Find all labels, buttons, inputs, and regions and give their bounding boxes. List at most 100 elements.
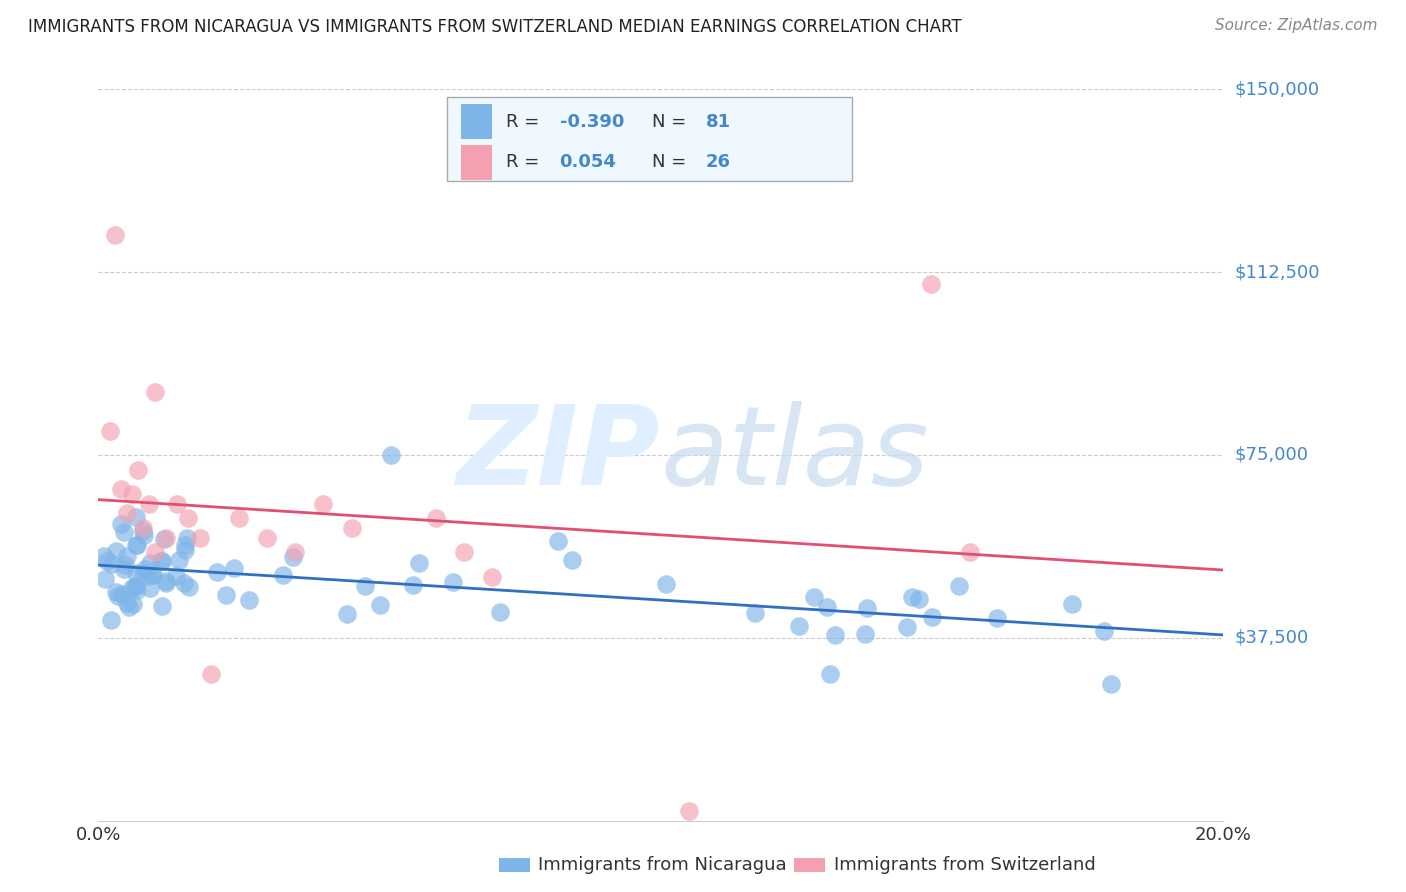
- Point: [561, 553, 583, 567]
- Point: [166, 497, 188, 511]
- Point: [224, 560, 246, 574]
- Text: 0.054: 0.054: [560, 153, 616, 171]
- Point: [215, 588, 238, 602]
- Point: [155, 531, 177, 545]
- Point: [153, 532, 176, 546]
- Point: [380, 448, 402, 462]
- Point: [104, 585, 127, 599]
- Point: [110, 516, 132, 531]
- Point: [824, 627, 846, 641]
- Point: [134, 528, 156, 542]
- Point: [124, 538, 146, 552]
- Point: [118, 599, 141, 614]
- Point: [789, 619, 811, 633]
- Point: [818, 667, 841, 681]
- FancyBboxPatch shape: [447, 96, 852, 180]
- Point: [803, 591, 825, 605]
- Point: [107, 589, 129, 603]
- Point: [815, 599, 838, 614]
- Point: [853, 627, 876, 641]
- Point: [256, 531, 278, 545]
- Bar: [461, 104, 492, 139]
- Point: [132, 521, 155, 535]
- Point: [152, 599, 174, 613]
- Point: [547, 533, 569, 548]
- Point: [155, 574, 177, 588]
- Point: [138, 581, 160, 595]
- Point: [94, 573, 117, 587]
- Point: [408, 556, 430, 570]
- Point: [921, 610, 943, 624]
- Text: IMMIGRANTS FROM NICARAGUA VS IMMIGRANTS FROM SWITZERLAND MEDIAN EARNINGS CORRELA: IMMIGRANTS FROM NICARAGUA VS IMMIGRANTS …: [28, 18, 962, 36]
- Point: [155, 575, 177, 590]
- Point: [174, 538, 197, 552]
- Text: N =: N =: [652, 153, 692, 171]
- Point: [1062, 598, 1084, 612]
- Point: [678, 804, 700, 818]
- Point: [111, 587, 134, 601]
- Point: [177, 580, 200, 594]
- Point: [986, 610, 1008, 624]
- Point: [121, 487, 143, 501]
- Point: [901, 590, 924, 604]
- Point: [948, 579, 970, 593]
- Text: 26: 26: [706, 153, 731, 171]
- Point: [143, 545, 166, 559]
- Point: [176, 531, 198, 545]
- Point: [115, 549, 138, 564]
- Point: [112, 561, 135, 575]
- Bar: [461, 145, 492, 179]
- Point: [101, 557, 124, 571]
- Point: [655, 577, 678, 591]
- Point: [920, 277, 942, 292]
- Point: [896, 620, 918, 634]
- Point: [150, 553, 173, 567]
- Text: Source: ZipAtlas.com: Source: ZipAtlas.com: [1215, 18, 1378, 33]
- Text: N =: N =: [652, 112, 692, 131]
- Point: [138, 497, 160, 511]
- Text: -0.390: -0.390: [560, 112, 624, 131]
- Point: [1092, 624, 1115, 638]
- Point: [104, 228, 127, 243]
- Point: [127, 462, 149, 476]
- Text: R =: R =: [506, 153, 544, 171]
- Text: atlas: atlas: [661, 401, 929, 508]
- Point: [165, 569, 187, 583]
- Point: [188, 531, 211, 545]
- Point: [174, 542, 197, 557]
- Point: [441, 574, 464, 589]
- Point: [425, 511, 447, 525]
- Point: [149, 554, 172, 568]
- Point: [98, 424, 121, 438]
- Point: [284, 545, 307, 559]
- Point: [125, 566, 148, 580]
- Point: [136, 569, 159, 583]
- Point: [143, 384, 166, 399]
- Point: [336, 607, 359, 621]
- Point: [167, 552, 190, 566]
- Point: [124, 579, 146, 593]
- Point: [312, 497, 335, 511]
- Point: [856, 601, 879, 615]
- Point: [110, 482, 132, 496]
- Point: [200, 667, 222, 681]
- Point: [354, 579, 377, 593]
- Point: [173, 576, 195, 591]
- Point: [93, 549, 115, 564]
- Text: R =: R =: [506, 112, 544, 131]
- Text: $112,500: $112,500: [1234, 263, 1320, 281]
- Point: [112, 525, 135, 540]
- Point: [238, 592, 260, 607]
- Point: [340, 521, 363, 535]
- Point: [121, 597, 143, 611]
- Point: [121, 582, 143, 596]
- Text: 81: 81: [706, 112, 731, 131]
- Point: [141, 568, 163, 582]
- Point: [115, 507, 138, 521]
- Point: [959, 545, 981, 559]
- Text: $37,500: $37,500: [1234, 629, 1309, 647]
- Point: [177, 511, 200, 525]
- Point: [125, 579, 148, 593]
- Point: [131, 524, 153, 539]
- Point: [481, 570, 503, 584]
